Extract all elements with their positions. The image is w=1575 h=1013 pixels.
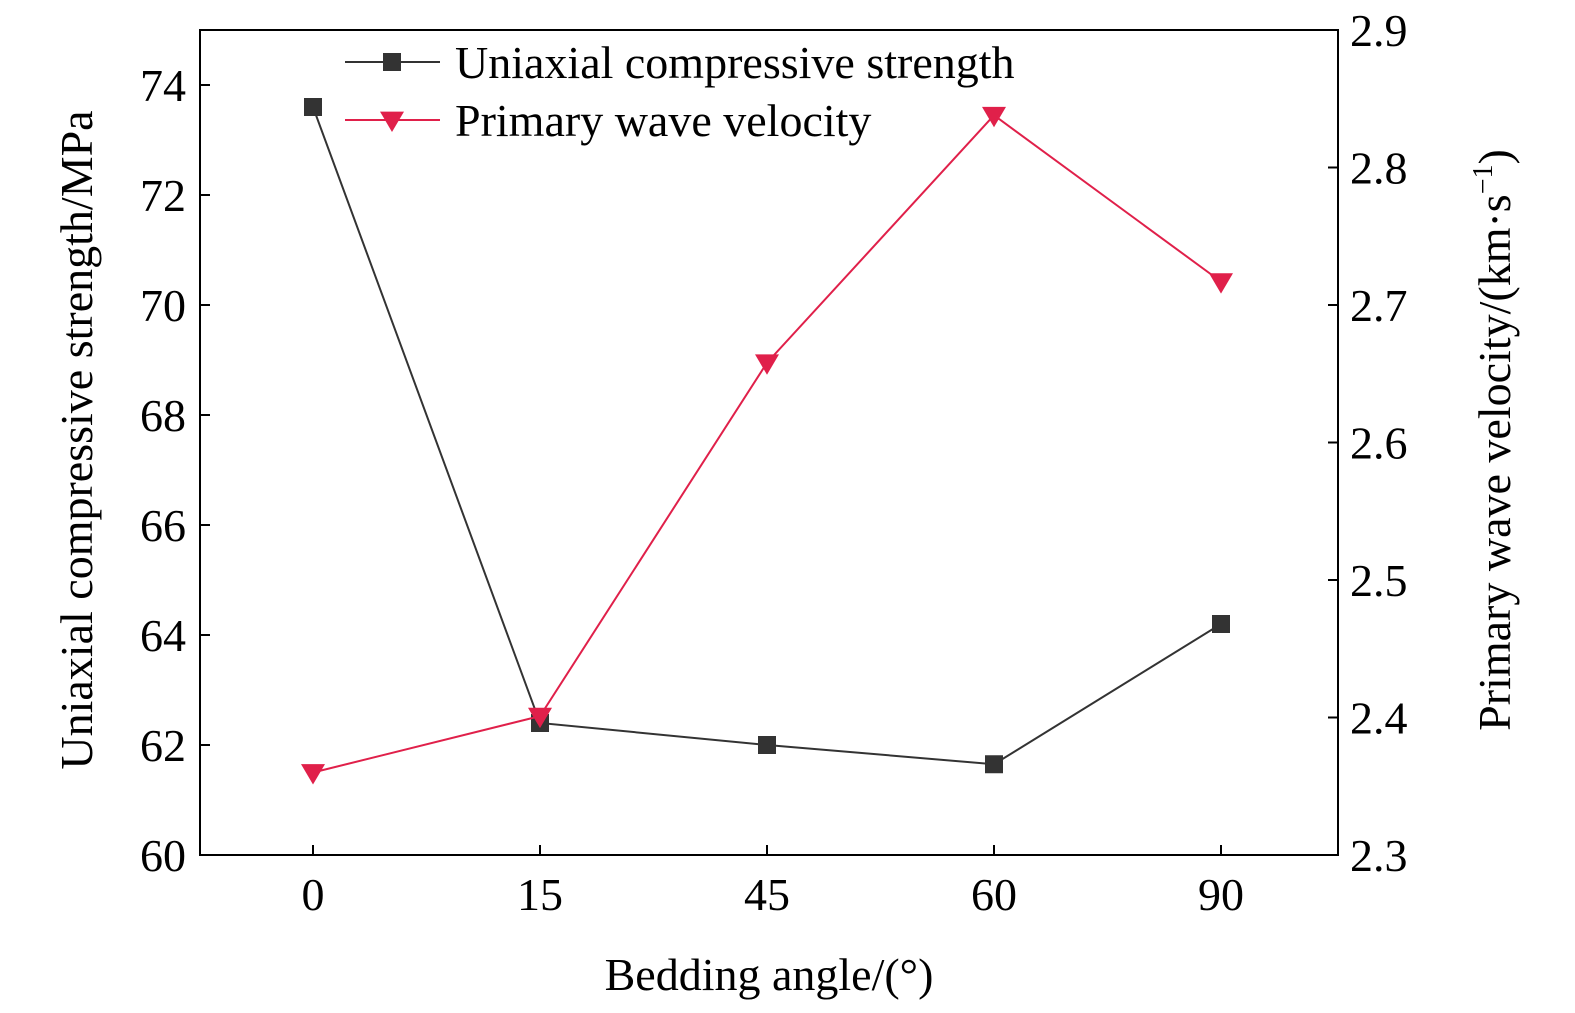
right-tick-label: 2.7 xyxy=(1350,280,1408,331)
left-tick-label: 64 xyxy=(140,610,186,661)
right-tick-label: 2.3 xyxy=(1350,830,1408,881)
left-tick-label: 60 xyxy=(140,830,186,881)
data-point-ucs xyxy=(985,755,1003,774)
left-tick-label: 68 xyxy=(140,390,186,441)
left-tick-label: 72 xyxy=(140,170,186,221)
x-axis: 0 15 45 60 90 xyxy=(302,845,1244,920)
data-point-pwv xyxy=(755,354,779,375)
left-axis-title: Uniaxial compressive strength/MPa xyxy=(51,110,102,769)
series-line-pwv xyxy=(312,113,1222,774)
legend-label-pwv: Primary wave velocity xyxy=(455,95,871,146)
x-tick-label: 45 xyxy=(744,869,790,920)
data-point-pwv xyxy=(301,764,325,785)
data-point-pwv xyxy=(1209,273,1233,294)
right-tick-label: 2.8 xyxy=(1350,143,1408,194)
right-axis-title-main: Primary wave velocity/(km·s xyxy=(1469,194,1520,731)
right-axis-title-sup: −1 xyxy=(1468,165,1499,195)
x-tick-label: 0 xyxy=(302,869,325,920)
x-tick-label: 60 xyxy=(971,869,1017,920)
series-layer xyxy=(301,98,1233,785)
right-tick-label: 2.4 xyxy=(1350,693,1408,744)
left-tick-label: 74 xyxy=(140,60,186,111)
legend-marker-pwv xyxy=(380,111,404,132)
left-tick-label: 66 xyxy=(140,500,186,551)
left-axis: 60 62 64 66 68 70 72 74 xyxy=(140,60,210,881)
right-axis-title: Primary wave velocity/(km·s−1) xyxy=(1468,149,1520,731)
right-tick-label: 2.9 xyxy=(1350,5,1408,56)
left-tick-label: 70 xyxy=(140,280,186,331)
data-point-ucs xyxy=(758,736,776,754)
right-axis-title-close: ) xyxy=(1469,149,1520,164)
x-tick-label: 90 xyxy=(1198,869,1244,920)
x-axis-title: Bedding angle/(°) xyxy=(605,949,934,1000)
data-point-pwv xyxy=(982,106,1006,128)
series-line-ucs xyxy=(312,106,1222,766)
right-axis: 2.3 2.4 2.5 2.6 2.7 2.8 2.9 xyxy=(1328,5,1408,881)
legend-marker-ucs xyxy=(383,53,401,71)
left-tick-label: 62 xyxy=(140,720,186,771)
right-tick-label: 2.6 xyxy=(1350,418,1408,469)
data-point-ucs xyxy=(304,98,322,116)
x-tick-label: 15 xyxy=(517,869,563,920)
data-point-ucs xyxy=(1212,615,1230,633)
legend-label-ucs: Uniaxial compressive strength xyxy=(455,37,1015,88)
legend: Uniaxial compressive strength Primary wav… xyxy=(345,37,1015,146)
right-tick-label: 2.5 xyxy=(1350,555,1408,606)
plot-frame xyxy=(199,29,1339,856)
data-point-pwv xyxy=(528,707,552,729)
